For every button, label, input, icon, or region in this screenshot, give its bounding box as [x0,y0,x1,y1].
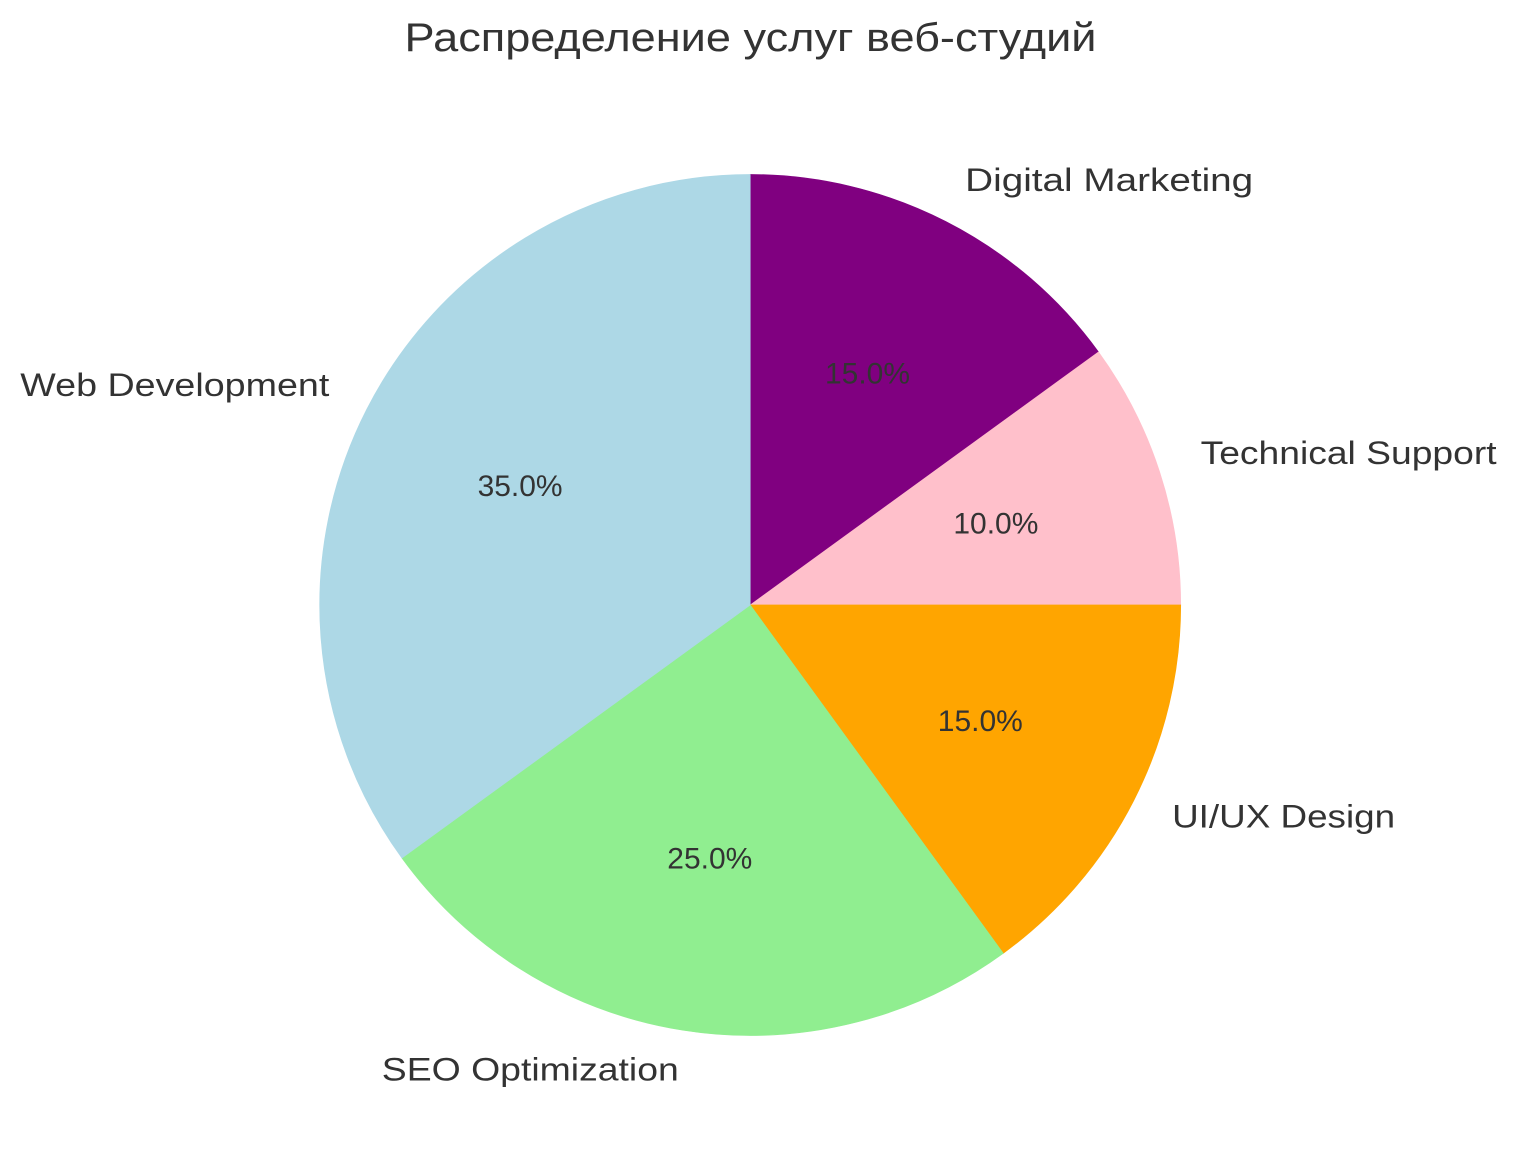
svg-text:25.0%: 25.0% [667,843,752,876]
svg-text:Digital Marketing: Digital Marketing [965,162,1253,198]
svg-text:SEO Optimization: SEO Optimization [382,1052,679,1088]
svg-text:Technical Support: Technical Support [1201,435,1497,471]
svg-text:UI/UX Design: UI/UX Design [1172,799,1395,835]
svg-text:15.0%: 15.0% [938,705,1023,738]
svg-text:Распределение услуг веб-студий: Распределение услуг веб-студий [405,16,1097,60]
svg-text:15.0%: 15.0% [825,357,910,390]
svg-text:10.0%: 10.0% [953,508,1038,541]
svg-text:35.0%: 35.0% [478,470,563,503]
svg-text:Web Development: Web Development [20,367,329,403]
